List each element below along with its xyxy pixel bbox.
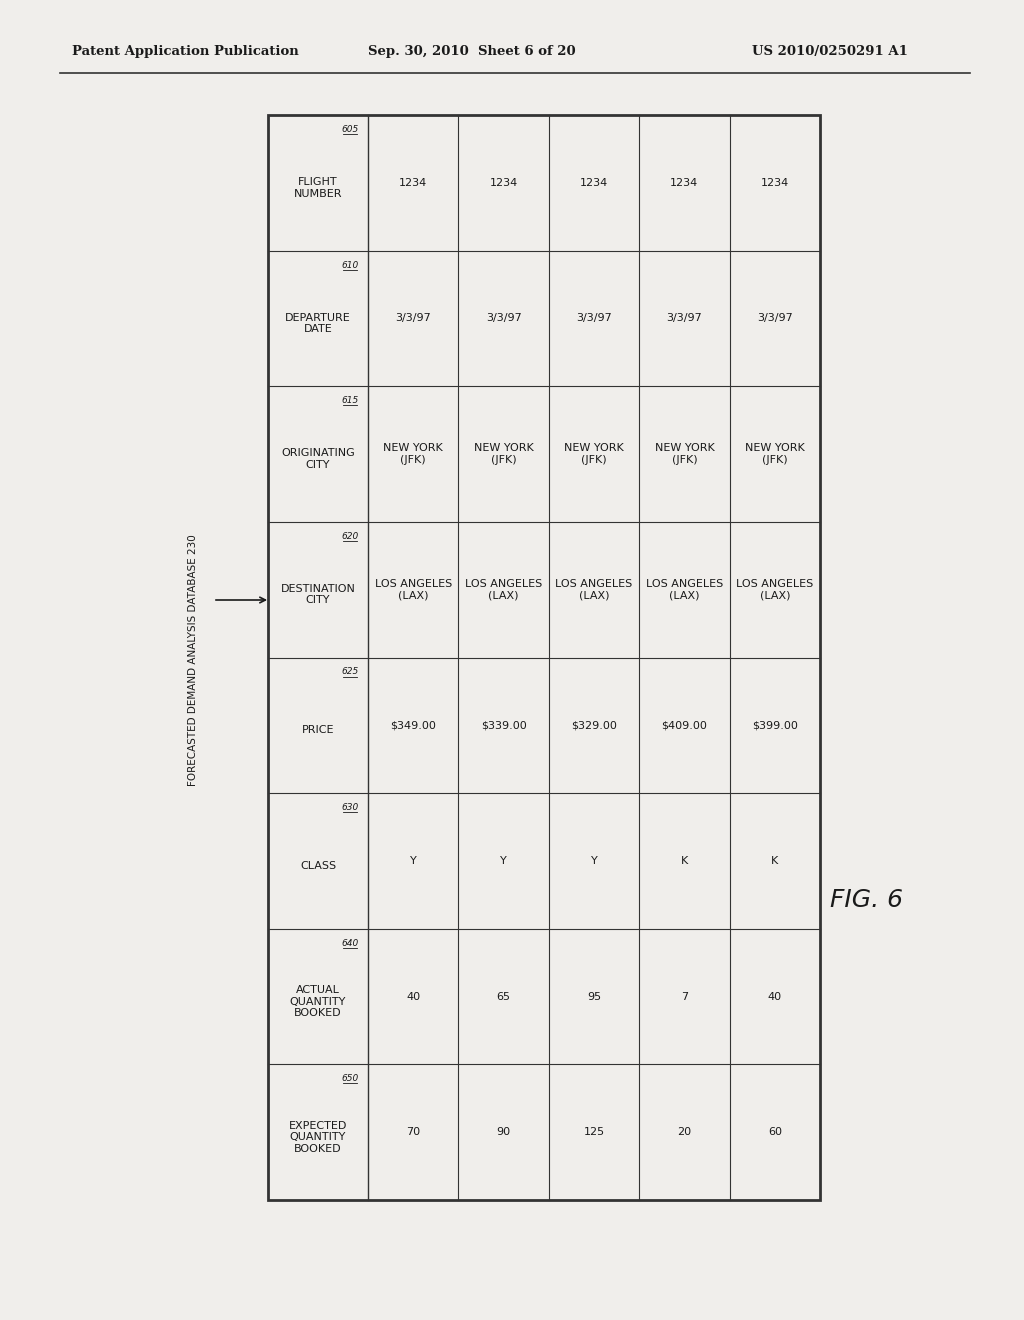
Text: Y: Y [410, 855, 417, 866]
Bar [268, 115, 820, 1200]
Text: 610: 610 [341, 260, 358, 269]
Text: 125: 125 [584, 1127, 604, 1138]
Text: 40: 40 [768, 991, 782, 1002]
Text: $399.00: $399.00 [752, 721, 798, 730]
Text: 3/3/97: 3/3/97 [757, 313, 793, 323]
Text: ACTUAL
QUANTITY
BOOKED: ACTUAL QUANTITY BOOKED [290, 985, 346, 1018]
Text: FLIGHT
NUMBER: FLIGHT NUMBER [294, 177, 342, 198]
Text: 640: 640 [341, 939, 358, 948]
Text: NEW YORK
(JFK): NEW YORK (JFK) [654, 444, 715, 465]
Text: LOS ANGELES
(LAX): LOS ANGELES (LAX) [465, 579, 543, 601]
Text: 3/3/97: 3/3/97 [577, 313, 612, 323]
Text: NEW YORK
(JFK): NEW YORK (JFK) [474, 444, 534, 465]
Text: 7: 7 [681, 991, 688, 1002]
Text: $349.00: $349.00 [390, 721, 436, 730]
Text: 1234: 1234 [761, 178, 788, 187]
Text: Y: Y [501, 855, 507, 866]
Text: K: K [681, 855, 688, 866]
Text: LOS ANGELES
(LAX): LOS ANGELES (LAX) [375, 579, 452, 601]
Text: 65: 65 [497, 991, 511, 1002]
Text: 3/3/97: 3/3/97 [485, 313, 521, 323]
Text: 90: 90 [497, 1127, 511, 1138]
Text: 60: 60 [768, 1127, 781, 1138]
Text: LOS ANGELES
(LAX): LOS ANGELES (LAX) [736, 579, 813, 601]
Text: FORECASTED DEMAND ANALYSIS DATABASE 230: FORECASTED DEMAND ANALYSIS DATABASE 230 [188, 535, 198, 785]
Text: NEW YORK
(JFK): NEW YORK (JFK) [744, 444, 805, 465]
Text: 70: 70 [407, 1127, 420, 1138]
Text: DEPARTURE
DATE: DEPARTURE DATE [285, 313, 351, 334]
Text: NEW YORK
(JFK): NEW YORK (JFK) [383, 444, 443, 465]
Text: 630: 630 [341, 803, 358, 812]
Text: FIG. 6: FIG. 6 [830, 888, 903, 912]
Text: 95: 95 [587, 991, 601, 1002]
Text: US 2010/0250291 A1: US 2010/0250291 A1 [752, 45, 908, 58]
Text: $339.00: $339.00 [480, 721, 526, 730]
Text: PRICE: PRICE [302, 725, 334, 735]
Text: 620: 620 [341, 532, 358, 541]
Text: 650: 650 [341, 1074, 358, 1084]
Text: 605: 605 [341, 125, 358, 135]
Text: $409.00: $409.00 [662, 721, 708, 730]
Text: 3/3/97: 3/3/97 [667, 313, 702, 323]
Text: Sep. 30, 2010  Sheet 6 of 20: Sep. 30, 2010 Sheet 6 of 20 [368, 45, 575, 58]
Text: 3/3/97: 3/3/97 [395, 313, 431, 323]
Text: EXPECTED
QUANTITY
BOOKED: EXPECTED QUANTITY BOOKED [289, 1121, 347, 1154]
Text: 1234: 1234 [399, 178, 427, 187]
Text: 1234: 1234 [580, 178, 608, 187]
Text: 20: 20 [677, 1127, 691, 1138]
Text: K: K [771, 855, 778, 866]
Text: 615: 615 [341, 396, 358, 405]
Text: LOS ANGELES
(LAX): LOS ANGELES (LAX) [555, 579, 633, 601]
Text: 40: 40 [407, 991, 420, 1002]
Text: LOS ANGELES
(LAX): LOS ANGELES (LAX) [646, 579, 723, 601]
Text: CLASS: CLASS [300, 861, 336, 871]
Text: 1234: 1234 [489, 178, 518, 187]
Text: Patent Application Publication: Patent Application Publication [72, 45, 299, 58]
Text: $329.00: $329.00 [571, 721, 616, 730]
Text: 625: 625 [341, 668, 358, 676]
Text: ORIGINATING
CITY: ORIGINATING CITY [282, 449, 355, 470]
Text: NEW YORK
(JFK): NEW YORK (JFK) [564, 444, 624, 465]
Text: Y: Y [591, 855, 597, 866]
Text: 1234: 1234 [671, 178, 698, 187]
Text: DESTINATION
CITY: DESTINATION CITY [281, 583, 355, 606]
